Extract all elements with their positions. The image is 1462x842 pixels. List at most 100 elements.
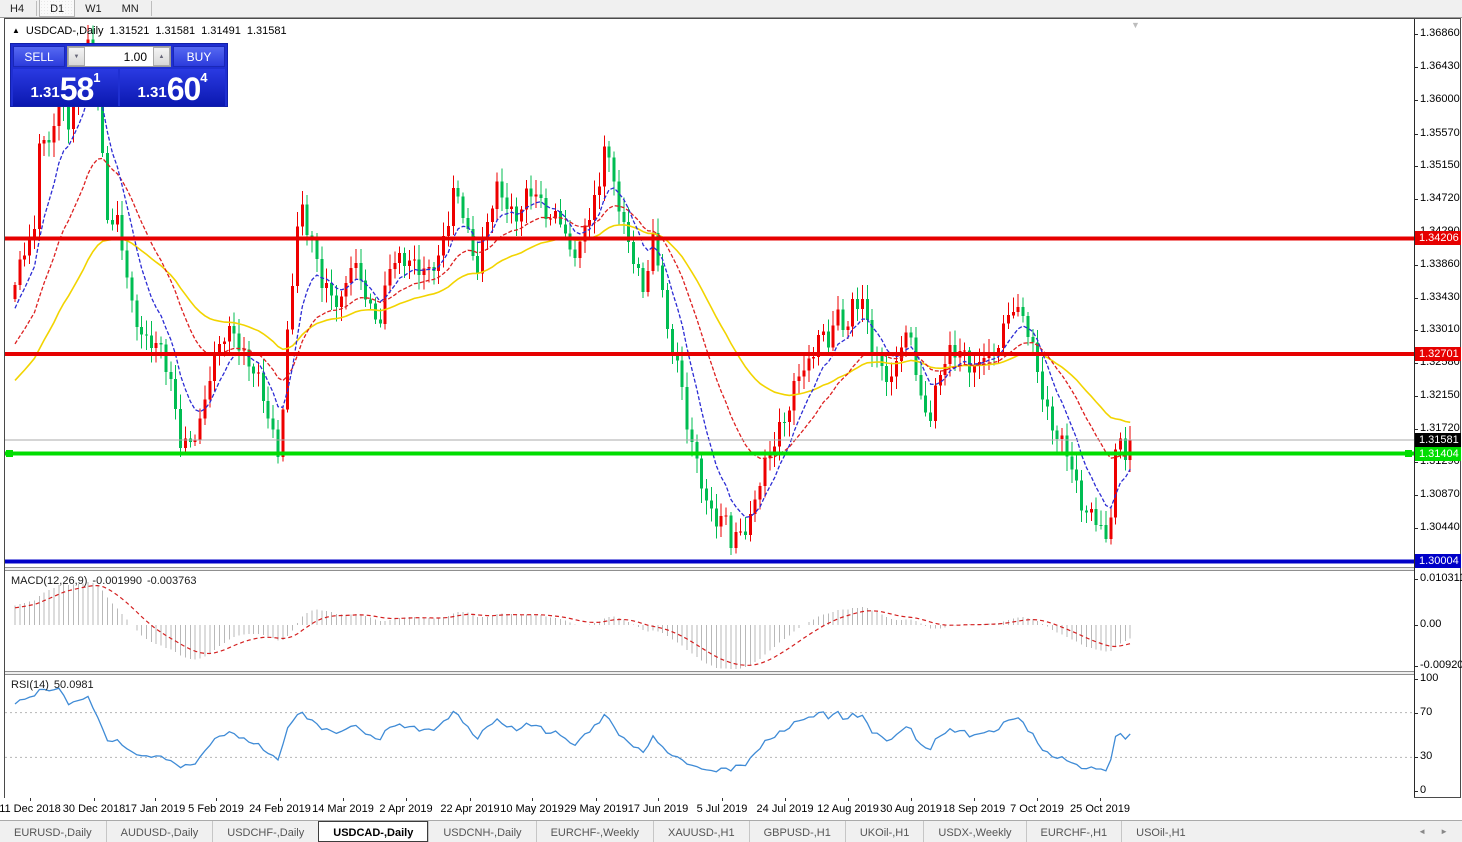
date-tick-mark: [155, 798, 156, 801]
macd-indicator-canvas[interactable]: [5, 571, 1414, 671]
chevron-up-icon: ▲: [158, 53, 165, 60]
date-axis-label: 25 Oct 2019: [1070, 803, 1130, 815]
rsi-axis-tick: 100: [1420, 672, 1439, 684]
timeframe-button-h4[interactable]: H4: [10, 3, 25, 15]
date-axis-label: 22 Apr 2019: [440, 803, 500, 815]
date-axis-label: 18 Sep 2019: [942, 803, 1006, 815]
chart-tab-audusd-daily[interactable]: AUDUSD-,Daily: [105, 821, 213, 842]
price-axis-tick: 1.36860: [1420, 27, 1460, 39]
rsi-indicator-canvas[interactable]: [5, 675, 1414, 798]
tab-scroll-right-icon[interactable]: ►: [1440, 827, 1448, 836]
sell-button[interactable]: SELL: [13, 46, 65, 67]
date-axis-label: 30 Dec 2018: [62, 803, 126, 815]
chart-window: ▲ USDCAD-,Daily 1.31521 1.31581 1.31491 …: [4, 18, 1462, 798]
sell-price-main: 58: [59, 71, 95, 107]
date-tick-mark: [974, 798, 975, 801]
buy-button[interactable]: BUY: [173, 46, 225, 67]
timeframe-button-w1[interactable]: W1: [85, 3, 102, 15]
axis-tick-mark: [1415, 265, 1418, 266]
chart-tab-usoil-h1[interactable]: USOil-,H1: [1121, 821, 1200, 842]
chart-tab-usdcnh-daily[interactable]: USDCNH-,Daily: [428, 821, 535, 842]
volume-decrease-button[interactable]: ▼: [68, 47, 85, 66]
axis-tick-mark: [1415, 791, 1418, 792]
rsi-axis-tick: 70: [1420, 706, 1433, 718]
rsi-axis-tick: 30: [1420, 750, 1433, 762]
tab-scroll-left-icon[interactable]: ◄: [1418, 827, 1427, 836]
rsi-value: 50.0981: [53, 679, 94, 691]
axis-tick-mark: [1415, 579, 1418, 580]
date-axis: 11 Dec 2018 30 Dec 2018 17 Jan 2019 5 Feb 2…: [0, 798, 1461, 820]
price-axis-tick: 1.31720: [1420, 422, 1460, 434]
price-axis-tick: 1.32150: [1420, 389, 1460, 401]
price-axis-tick: 1.36430: [1420, 60, 1460, 72]
chart-tab-xauusd-h1[interactable]: XAUUSD-,H1: [652, 821, 749, 842]
chart-tab-ukoil-h1[interactable]: UKOil-,H1: [844, 821, 924, 842]
price-axis-tick: 1.30440: [1420, 521, 1460, 533]
rsi-name: RSI(14): [11, 679, 49, 691]
chart-tab-gbpusd-h1[interactable]: GBPUSD-,H1: [748, 821, 845, 842]
price-chart-canvas[interactable]: [5, 19, 1414, 567]
sell-price-pip: 1: [93, 70, 101, 85]
macd-axis-tick: 0.010311: [1420, 572, 1462, 584]
chart-shift-marker-icon: ▼: [1131, 20, 1140, 30]
date-tick-mark: [30, 798, 31, 801]
rsi-axis-tick: 0: [1420, 784, 1427, 796]
axis-tick-mark: [1415, 757, 1418, 758]
axis-tick-mark: [1415, 666, 1418, 667]
panel-divider[interactable]: [5, 671, 1460, 675]
axis-tick-mark: [1415, 34, 1418, 35]
axis-tick-mark: [1415, 713, 1418, 714]
axis-tick-mark: [1415, 298, 1418, 299]
chart-tab-eurchf-weekly[interactable]: EURCHF-,Weekly: [535, 821, 653, 842]
ohlc-close: 1.31581: [246, 25, 287, 37]
sell-price-display[interactable]: 1.31 58 1: [13, 69, 118, 106]
axis-tick-mark: [1415, 396, 1418, 397]
date-axis-label: 10 May 2019: [500, 803, 564, 815]
volume-input[interactable]: 1.00: [85, 47, 153, 66]
symbol-title: USDCAD-,Daily: [25, 25, 104, 37]
date-tick-mark: [470, 798, 471, 801]
timeframe-button-mn[interactable]: MN: [121, 3, 139, 15]
volume-increase-button[interactable]: ▲: [153, 47, 170, 66]
buy-price-main: 60: [166, 71, 202, 107]
chart-tab-usdcad-daily[interactable]: USDCAD-,Daily: [318, 821, 429, 842]
macd-value-main: -0.001990: [92, 575, 142, 587]
axis-tick-mark: [1415, 166, 1418, 167]
date-axis-label: 30 Aug 2019: [880, 803, 942, 815]
price-axis-tick: 1.30870: [1420, 488, 1460, 500]
axis-tick-mark: [1415, 134, 1418, 135]
panel-divider[interactable]: [5, 567, 1460, 571]
chart-tab-usdchf-daily[interactable]: USDCHF-,Daily: [212, 821, 318, 842]
date-axis-label: 5 Feb 2019: [188, 803, 244, 815]
date-axis-label: 12 Aug 2019: [817, 803, 879, 815]
date-tick-mark: [658, 798, 659, 801]
price-axis-tick: 1.33430: [1420, 291, 1460, 303]
chart-tab-bar: EURUSD-,Daily AUDUSD-,Daily USDCHF-,Daily U…: [0, 820, 1462, 842]
buy-price-display[interactable]: 1.31 60 4: [120, 69, 225, 106]
date-axis-label: 11 Dec 2018: [0, 803, 61, 815]
macd-axis-tick: -0.009203: [1420, 659, 1462, 671]
date-tick-mark: [596, 798, 597, 801]
axis-tick-mark: [1415, 679, 1418, 680]
date-tick-mark: [785, 798, 786, 801]
axis-tick-mark: [1415, 625, 1418, 626]
rsi-label: RSI(14) 50.0981: [11, 679, 94, 691]
current-price-tag: 1.31581: [1415, 433, 1461, 447]
one-click-trading-panel: SELL ▼ 1.00 ▲ BUY 1.31 58 1 1.31 60 4: [10, 43, 228, 107]
chart-tab-eurusd-daily[interactable]: EURUSD-,Daily: [14, 827, 92, 839]
symbol-collapse-icon[interactable]: ▲: [12, 25, 20, 35]
hline-price-tag: 1.34206: [1415, 231, 1461, 245]
hline-price-tag: 1.32701: [1415, 347, 1461, 361]
date-tick-mark: [343, 798, 344, 801]
macd-label: MACD(12,26,9) -0.001990 -0.003763: [11, 575, 197, 587]
date-axis-label: 17 Jun 2019: [627, 803, 689, 815]
timeframe-toolbar: H4 D1 W1 MN: [0, 0, 1462, 18]
date-axis-label: 29 May 2019: [564, 803, 628, 815]
timeframe-button-d1[interactable]: D1: [39, 0, 76, 17]
price-axis-tick: 1.35150: [1420, 159, 1460, 171]
date-tick-mark: [1100, 798, 1101, 801]
chart-tab-usdx-weekly[interactable]: USDX-,Weekly: [923, 821, 1025, 842]
axis-tick-mark: [1415, 199, 1418, 200]
chart-tab-eurchf-h1[interactable]: EURCHF-,H1: [1025, 821, 1122, 842]
